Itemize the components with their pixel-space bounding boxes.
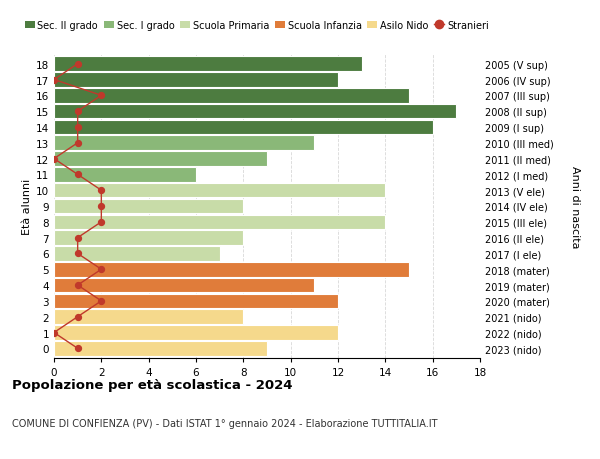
Point: [73, 171, 82, 179]
Bar: [54, 231, 244, 246]
Y-axis label: Età alunni: Età alunni: [22, 179, 32, 235]
Point: [73, 235, 82, 242]
Point: [97, 92, 106, 100]
Point: [97, 297, 106, 305]
Point: [73, 250, 82, 257]
Bar: [54, 136, 314, 151]
Bar: [54, 263, 409, 277]
Bar: [54, 73, 338, 88]
Point: [97, 218, 106, 226]
Bar: [54, 294, 338, 308]
Bar: [54, 105, 457, 119]
Point: [73, 313, 82, 321]
Point: [73, 108, 82, 116]
Bar: [54, 184, 385, 198]
Legend: Sec. II grado, Sec. I grado, Scuola Primaria, Scuola Infanzia, Asilo Nido, Stran: Sec. II grado, Sec. I grado, Scuola Prim…: [25, 21, 488, 31]
Bar: [54, 215, 385, 230]
Bar: [54, 341, 267, 356]
Bar: [54, 278, 314, 293]
Bar: [54, 57, 362, 72]
Bar: [54, 120, 433, 135]
Point: [97, 203, 106, 210]
Bar: [54, 152, 267, 167]
Point: [49, 329, 59, 336]
Bar: [54, 325, 338, 340]
Point: [73, 124, 82, 131]
Point: [49, 77, 59, 84]
Text: Popolazione per età scolastica - 2024: Popolazione per età scolastica - 2024: [12, 379, 293, 392]
Bar: [54, 310, 244, 324]
Bar: [54, 246, 220, 261]
Point: [73, 345, 82, 352]
Point: [97, 187, 106, 195]
Point: [73, 61, 82, 68]
Point: [73, 282, 82, 289]
Bar: [54, 89, 409, 103]
Point: [73, 140, 82, 147]
Bar: [54, 199, 244, 214]
Text: COMUNE DI CONFIENZA (PV) - Dati ISTAT 1° gennaio 2024 - Elaborazione TUTTITALIA.: COMUNE DI CONFIENZA (PV) - Dati ISTAT 1°…: [12, 418, 437, 428]
Point: [49, 156, 59, 163]
Bar: [54, 168, 196, 182]
Point: [97, 266, 106, 274]
Y-axis label: Anni di nascita: Anni di nascita: [570, 165, 580, 248]
